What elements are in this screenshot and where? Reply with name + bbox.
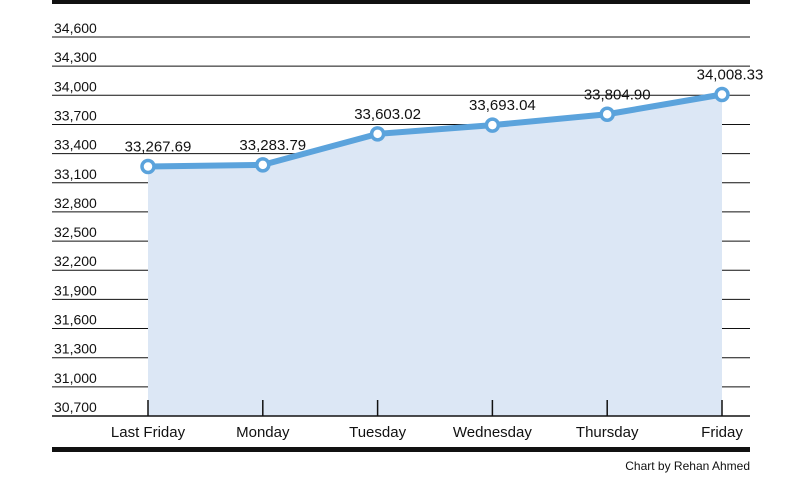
x-tick-label: Thursday — [576, 424, 639, 441]
y-tick-label: 31,000 — [54, 370, 97, 386]
data-point — [714, 86, 730, 103]
y-tick-label: 33,100 — [54, 166, 97, 182]
data-point — [484, 117, 501, 133]
y-tick-label: 34,000 — [54, 78, 97, 94]
data-label: 33,267.69 — [125, 138, 192, 155]
bottom-rule — [52, 447, 750, 452]
y-tick-label: 32,500 — [54, 224, 97, 240]
y-tick-labels: 34,600 34,300 34,000 33,700 33,400 33,100 32,8… — [54, 20, 97, 415]
data-point — [255, 157, 271, 173]
x-tick-label: Last Friday — [111, 424, 186, 441]
x-tick-marks — [147, 400, 723, 416]
x-tick-labels: Last Friday Monday Tuesday Wednesday Thursda… — [111, 424, 743, 441]
area-fill — [148, 94, 722, 417]
data-point — [599, 106, 615, 123]
data-label: 33,283.79 — [239, 137, 306, 154]
top-rule — [52, 0, 750, 4]
data-label: 33,603.02 — [354, 106, 421, 123]
data-label: 33,804.90 — [584, 86, 651, 103]
y-tick-label: 31,600 — [54, 312, 97, 328]
data-point — [369, 126, 386, 142]
y-tick-label: 33,400 — [54, 137, 97, 153]
data-labels: 33,267.69 33,283.79 33,603.02 33,693.04 33,8… — [125, 66, 764, 155]
y-tick-label: 34,600 — [54, 20, 97, 36]
x-tick-label: Monday — [236, 424, 290, 441]
data-label: 34,008.33 — [697, 66, 764, 83]
x-tick-label: Tuesday — [349, 424, 406, 441]
y-tick-label: 31,300 — [54, 341, 97, 357]
x-tick-label: Wednesday — [453, 424, 532, 441]
y-tick-label: 34,300 — [54, 49, 97, 65]
chart-credit: Chart by Rehan Ahmed — [625, 459, 750, 473]
series-line — [147, 91, 723, 170]
y-tick-label: 32,800 — [54, 195, 97, 211]
data-points — [140, 86, 730, 175]
y-tick-label: 30,700 — [54, 399, 97, 415]
data-point — [140, 158, 156, 175]
y-tick-label: 31,900 — [54, 282, 97, 298]
y-tick-label: 33,700 — [54, 107, 97, 123]
chart-frame — [52, 0, 750, 452]
data-label: 33,693.04 — [469, 97, 536, 114]
x-tick-label: Friday — [701, 424, 743, 441]
y-tick-label: 32,200 — [54, 253, 97, 269]
